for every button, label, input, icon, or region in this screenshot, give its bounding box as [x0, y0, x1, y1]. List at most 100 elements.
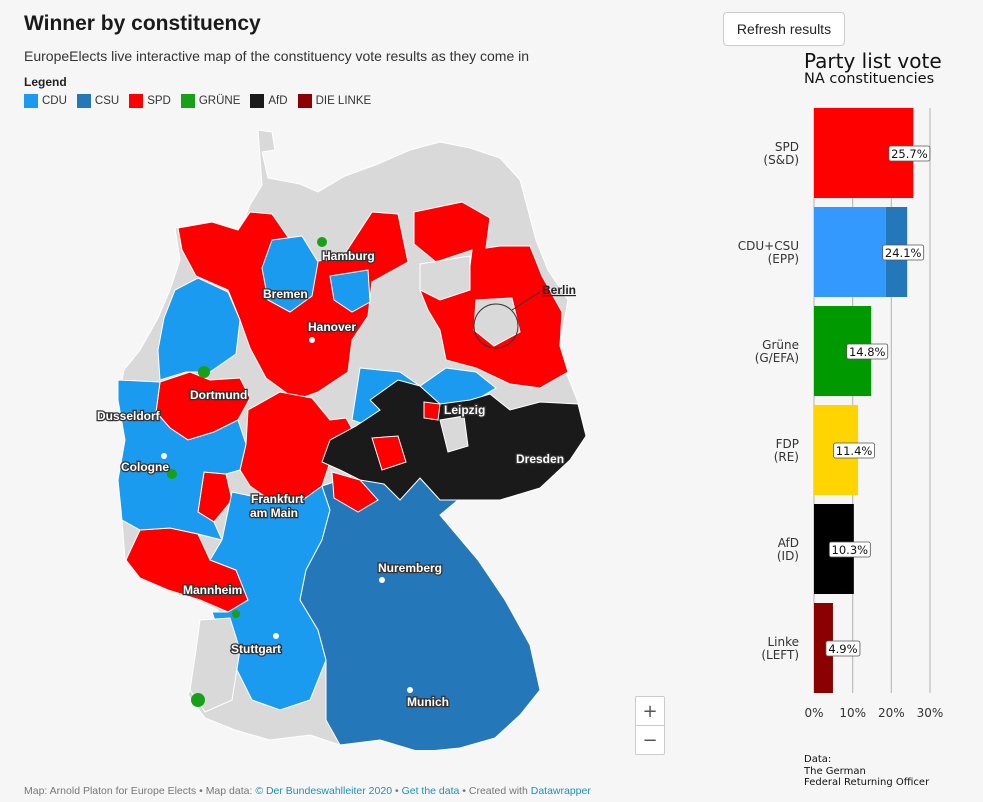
value-label-box — [882, 244, 925, 261]
city-label-bremen: Bremen — [263, 287, 308, 301]
city-label-dortmund: Dortmund — [190, 388, 247, 402]
bar — [814, 603, 833, 693]
category-label: (EPP) — [768, 252, 799, 266]
category-label: (ID) — [777, 549, 799, 563]
category-label: (LEFT) — [761, 648, 799, 662]
city-dot — [161, 453, 167, 459]
legend-swatch — [129, 94, 144, 108]
value-label-box — [888, 145, 931, 162]
chart-source: Data: The German Federal Returning Offic… — [804, 754, 929, 789]
berlin-leader — [511, 291, 541, 311]
legend-label: AfD — [268, 95, 288, 107]
region-cdu — [329, 269, 371, 313]
region-cdu — [261, 235, 319, 313]
bar — [814, 207, 886, 297]
city-label-frankfurt: Frankfurt — [251, 492, 304, 506]
legend-swatch — [76, 94, 91, 108]
category-label: Linke — [767, 635, 799, 649]
category-label: Grüne — [762, 338, 799, 352]
city-label-dusseldorf: Dusseldorf — [97, 409, 161, 423]
city-label-mannheim: Mannheim — [183, 583, 242, 597]
legend-label: SPD — [147, 95, 171, 107]
legend-item-csu: CSU — [76, 94, 120, 108]
footer-credit: Map: Arnold Platon for Europe Elects • M… — [24, 785, 256, 797]
value-label: 14.8% — [849, 345, 886, 359]
page-title: Winner by constituency — [24, 12, 261, 35]
legend-label: GRÜNE — [198, 95, 241, 107]
region-spd — [331, 471, 379, 513]
value-label: 10.3% — [832, 543, 869, 557]
legend-item-gruene: GRÜNE — [180, 94, 241, 108]
legend-label: DIE LINKE — [315, 95, 372, 107]
constituency-map[interactable]: Hamburg Bremen Hanover Berlin Dortmund D… — [90, 120, 590, 750]
legend-label: CDU — [42, 95, 67, 107]
city-dot — [407, 687, 413, 693]
legend: CDU CSU SPD GRÜNE AfD DIE LINKE — [24, 94, 371, 108]
tick-label: 30% — [917, 706, 944, 720]
city-label-am-main: am Main — [250, 506, 298, 520]
city-label-hamburg: Hamburg — [322, 249, 375, 263]
refresh-results-button[interactable]: Refresh results — [723, 12, 845, 46]
city-dot — [379, 577, 385, 583]
source-line: Federal Returning Officer — [804, 777, 930, 788]
source-line: The German — [804, 765, 866, 777]
region-nodata — [419, 255, 471, 301]
legend-swatch — [24, 94, 38, 108]
city-label-berlin: Berlin — [542, 283, 576, 297]
legend-label: CSU — [94, 95, 120, 107]
zoom-in-button[interactable]: + — [635, 696, 665, 726]
region-gruene — [167, 469, 177, 479]
tick-label: 10% — [839, 706, 866, 720]
legend-item-spd: SPD — [129, 94, 171, 108]
city-label-hanover: Hanover — [308, 320, 356, 334]
city-dot — [309, 337, 315, 343]
region-spd — [371, 435, 407, 471]
region-spd — [239, 391, 357, 503]
category-label: (S&D) — [763, 153, 799, 167]
value-label-box — [846, 343, 889, 360]
region-gruene — [317, 237, 327, 247]
value-label: 25.7% — [891, 147, 928, 161]
region-gruene — [232, 610, 240, 618]
zoom-out-button[interactable]: − — [635, 725, 665, 755]
category-label: FDP — [776, 437, 799, 451]
region-nodata — [189, 617, 241, 713]
category-label: (RE) — [774, 450, 799, 464]
city-label-dresden: Dresden — [516, 452, 564, 466]
region-nodata — [439, 415, 469, 453]
value-label: 24.1% — [885, 246, 922, 260]
get-data-link[interactable]: Get the data — [401, 785, 460, 797]
page-subtitle: EuropeElects live interactive map of the… — [24, 48, 530, 64]
footer: Map: Arnold Platon for Europe Elects • M… — [24, 785, 591, 797]
tick-label: 20% — [878, 706, 905, 720]
city-label-cologne: Cologne — [121, 460, 169, 474]
category-label: AfD — [778, 536, 799, 550]
region-spd — [423, 401, 441, 421]
value-label: 11.4% — [836, 444, 873, 458]
category-label: (G/EFA) — [755, 351, 799, 365]
region-cdu — [117, 379, 247, 541]
value-label: 4.9% — [828, 642, 857, 656]
value-label-box — [825, 640, 861, 657]
tick-label: 0% — [804, 706, 823, 720]
legend-swatch — [250, 94, 265, 108]
city-label-munich: Munich — [407, 695, 449, 709]
city-label-nuremberg: Nuremberg — [378, 561, 442, 575]
chart-title: Party list vote — [804, 49, 942, 73]
legend-item-afd: AfD — [250, 94, 288, 108]
category-label: SPD — [775, 140, 799, 154]
source-line: Data: — [804, 754, 832, 765]
legend-swatch — [297, 94, 312, 108]
datawrapper-link[interactable]: Datawrapper — [530, 785, 591, 797]
region-gruene — [198, 366, 210, 378]
region-gruene — [191, 693, 205, 707]
category-label: CDU+CSU — [738, 239, 799, 253]
value-label-box — [828, 541, 871, 558]
legend-swatch — [180, 94, 195, 108]
legend-title: Legend — [24, 75, 67, 89]
legend-item-linke: DIE LINKE — [297, 94, 372, 108]
footer-separator: • — [392, 785, 402, 797]
legend-item-cdu: CDU — [24, 94, 67, 108]
source-link[interactable]: © Der Bundeswahlleiter 2020 — [255, 785, 393, 797]
value-label-box — [833, 442, 875, 459]
